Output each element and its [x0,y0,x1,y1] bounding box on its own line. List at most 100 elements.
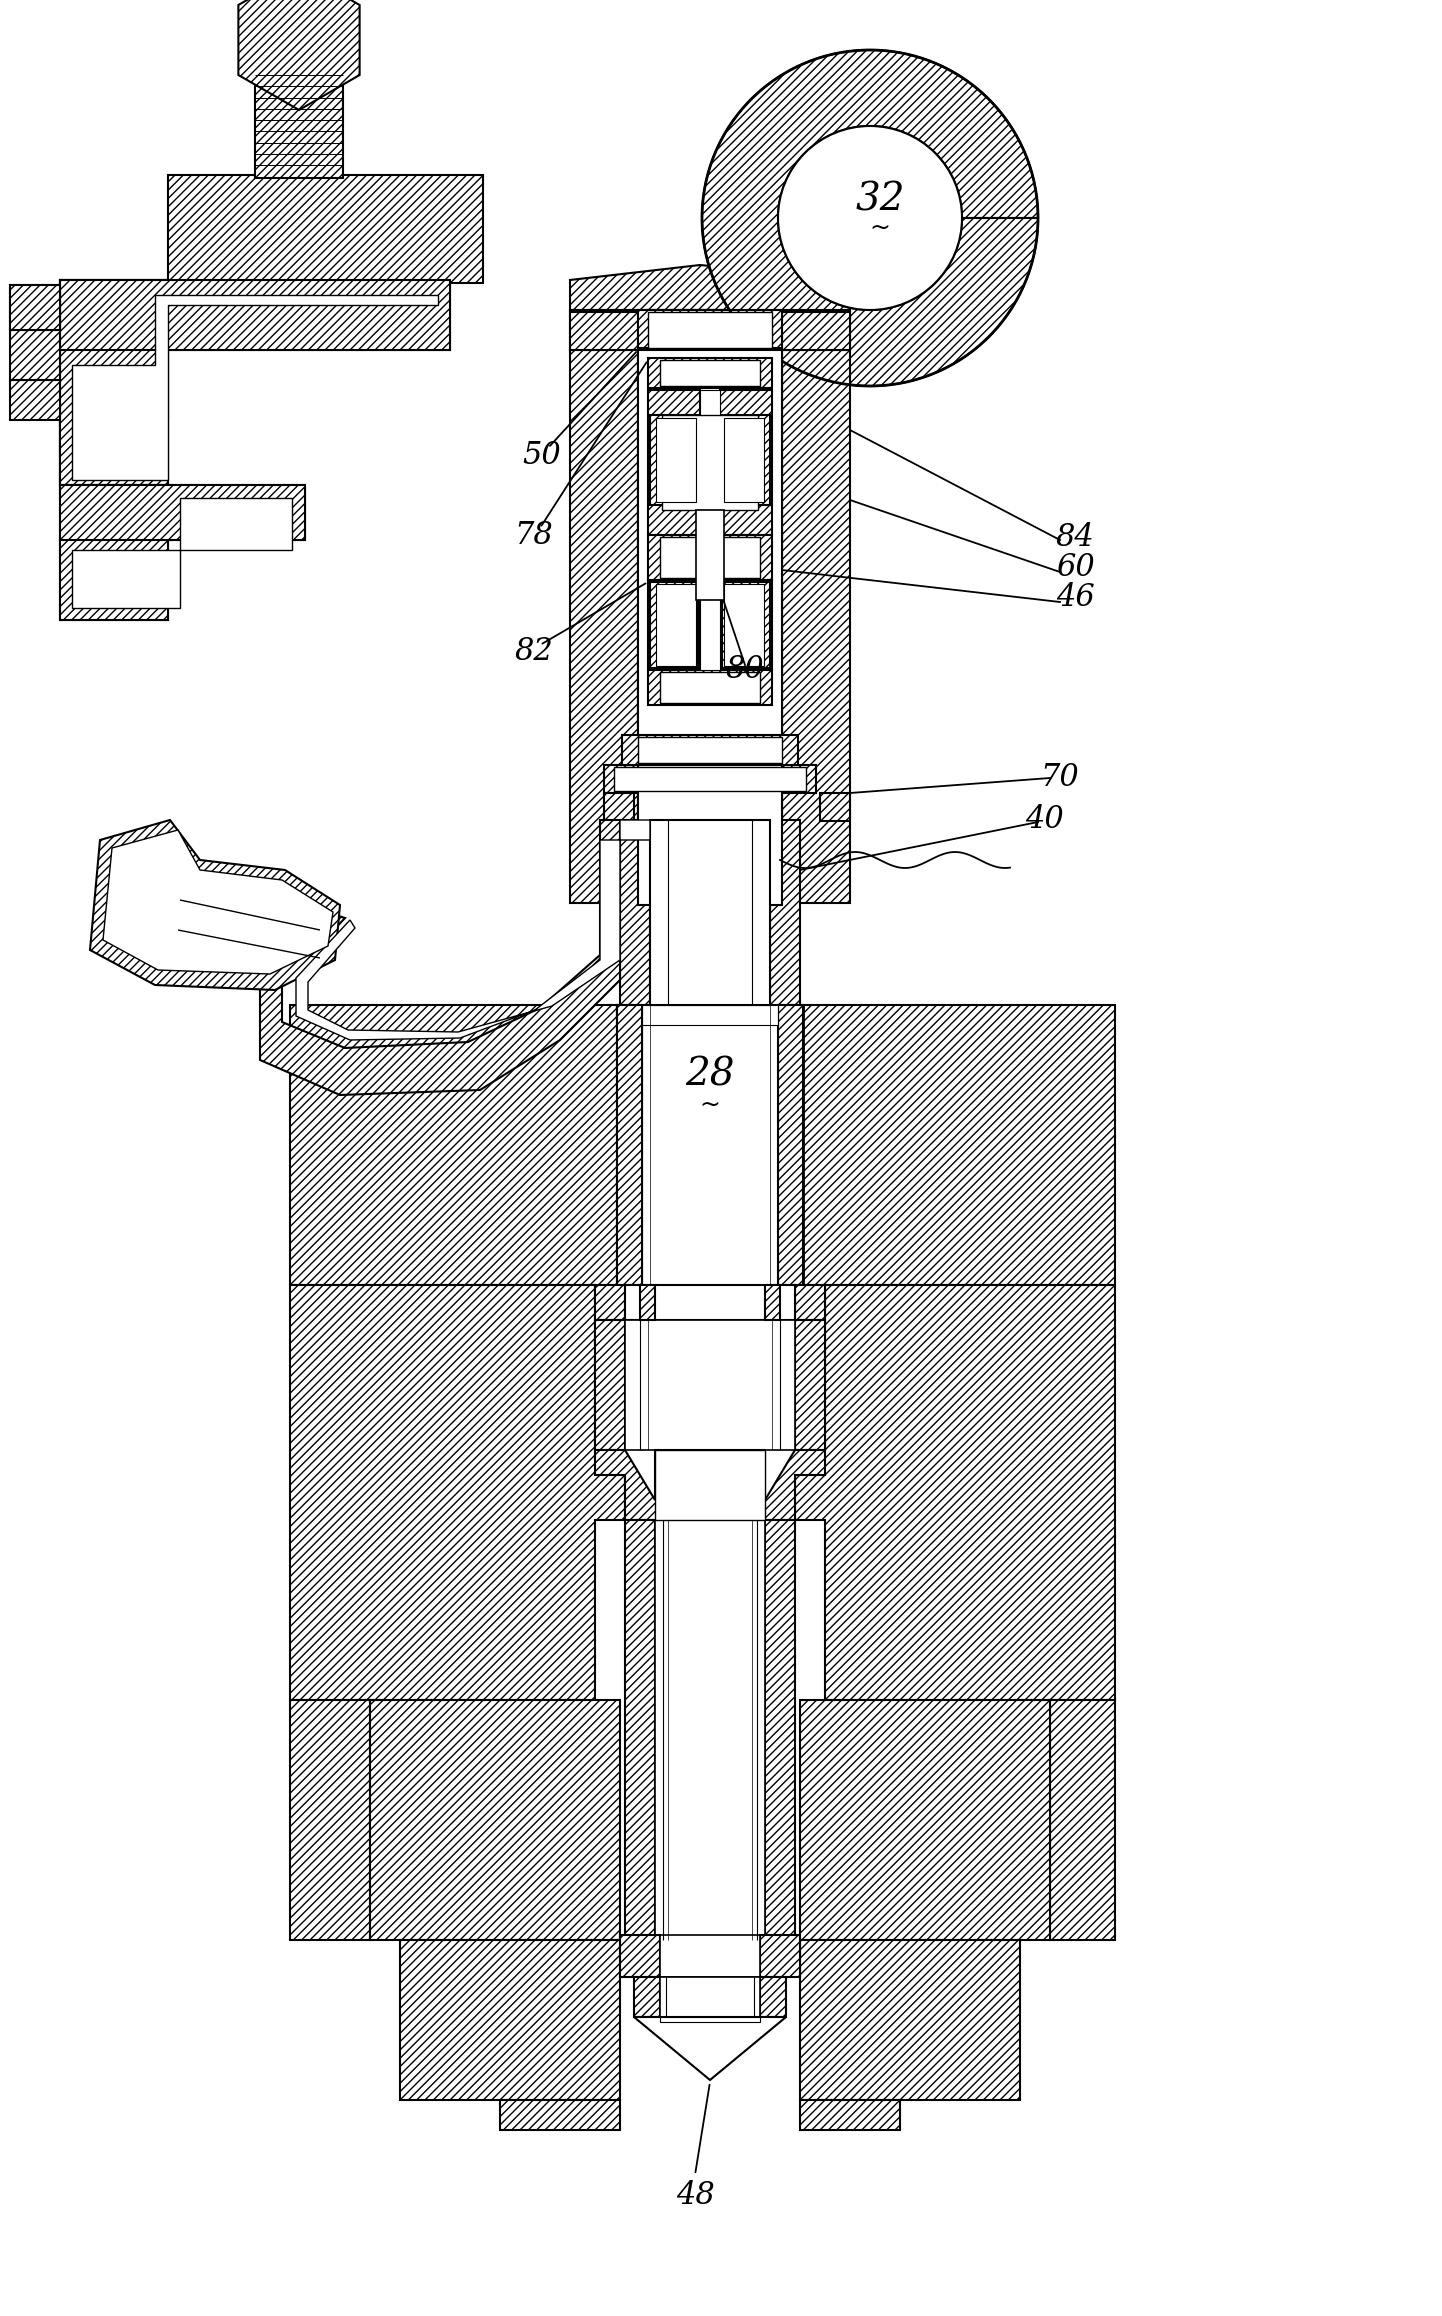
Polygon shape [647,579,699,669]
Polygon shape [766,1519,795,1941]
Polygon shape [614,767,806,792]
Polygon shape [238,0,359,109]
Polygon shape [720,579,771,669]
Polygon shape [604,764,816,792]
Polygon shape [660,537,760,579]
Polygon shape [634,1978,660,2017]
Text: ~: ~ [870,215,891,241]
Polygon shape [660,672,760,704]
Polygon shape [570,264,849,310]
Text: 78: 78 [515,519,554,551]
Polygon shape [647,359,771,389]
Text: 70: 70 [1041,762,1080,794]
Polygon shape [260,820,620,1095]
Polygon shape [169,176,483,283]
Polygon shape [637,310,782,350]
Polygon shape [782,347,849,903]
Polygon shape [702,51,1038,387]
Polygon shape [699,579,720,669]
Polygon shape [290,1700,371,1941]
Polygon shape [647,535,771,579]
Polygon shape [10,285,61,329]
Polygon shape [720,389,771,535]
Polygon shape [696,510,724,600]
Polygon shape [10,329,61,380]
Polygon shape [296,820,650,1040]
Polygon shape [800,1941,1019,2101]
Polygon shape [650,581,698,667]
Polygon shape [624,1285,795,1320]
Polygon shape [596,1450,825,1519]
Polygon shape [290,1005,617,1285]
Polygon shape [622,734,797,764]
Text: 82: 82 [515,635,554,667]
Polygon shape [617,1005,803,1285]
Text: 50: 50 [522,440,561,470]
Polygon shape [596,1320,624,1450]
Polygon shape [650,415,698,505]
Text: ~: ~ [699,1093,721,1116]
Polygon shape [766,1285,780,1320]
Polygon shape [617,1005,803,1019]
Polygon shape [61,280,450,350]
Polygon shape [637,347,782,903]
Circle shape [779,125,962,310]
Polygon shape [803,1005,1115,1285]
Polygon shape [820,792,849,820]
Polygon shape [72,294,438,479]
Polygon shape [10,285,61,329]
Polygon shape [89,820,340,989]
Polygon shape [255,63,343,178]
Polygon shape [655,1519,766,1941]
Polygon shape [760,1934,800,1978]
Polygon shape [624,1519,655,1941]
Polygon shape [722,415,770,505]
Polygon shape [61,484,169,621]
Polygon shape [795,1285,825,1320]
Text: 40: 40 [1025,804,1063,836]
Polygon shape [570,313,637,350]
Polygon shape [650,820,770,1005]
Polygon shape [604,792,634,820]
Polygon shape [399,1941,620,2101]
Polygon shape [660,1978,760,2017]
Polygon shape [61,484,306,621]
Polygon shape [1050,1700,1115,1941]
Polygon shape [800,2101,900,2131]
Polygon shape [647,389,699,535]
Polygon shape [624,1320,795,1450]
Polygon shape [656,417,696,503]
Polygon shape [800,1700,1050,1941]
Polygon shape [795,1285,1115,1700]
Polygon shape [642,1005,779,1026]
Polygon shape [637,736,782,762]
Polygon shape [61,484,306,540]
Polygon shape [617,1005,642,1285]
Polygon shape [640,1285,655,1320]
Polygon shape [371,1700,620,1941]
Polygon shape [660,2017,760,2022]
Polygon shape [570,347,637,903]
Polygon shape [10,380,61,419]
Polygon shape [782,313,849,350]
Polygon shape [634,2017,786,2080]
Polygon shape [570,310,849,350]
Polygon shape [770,820,800,1005]
Polygon shape [647,313,771,347]
Polygon shape [61,280,169,484]
Polygon shape [699,389,720,535]
Polygon shape [620,820,650,1005]
Polygon shape [72,498,291,609]
Polygon shape [724,584,764,667]
Text: 84: 84 [1056,521,1094,554]
Text: 32: 32 [855,181,904,218]
Polygon shape [795,1320,825,1450]
Polygon shape [662,415,758,510]
Polygon shape [655,1450,766,1519]
Polygon shape [660,1934,760,1978]
Polygon shape [596,1285,624,1320]
Polygon shape [779,1005,803,1285]
Polygon shape [647,669,771,704]
Text: 60: 60 [1056,554,1094,584]
Polygon shape [637,350,782,906]
